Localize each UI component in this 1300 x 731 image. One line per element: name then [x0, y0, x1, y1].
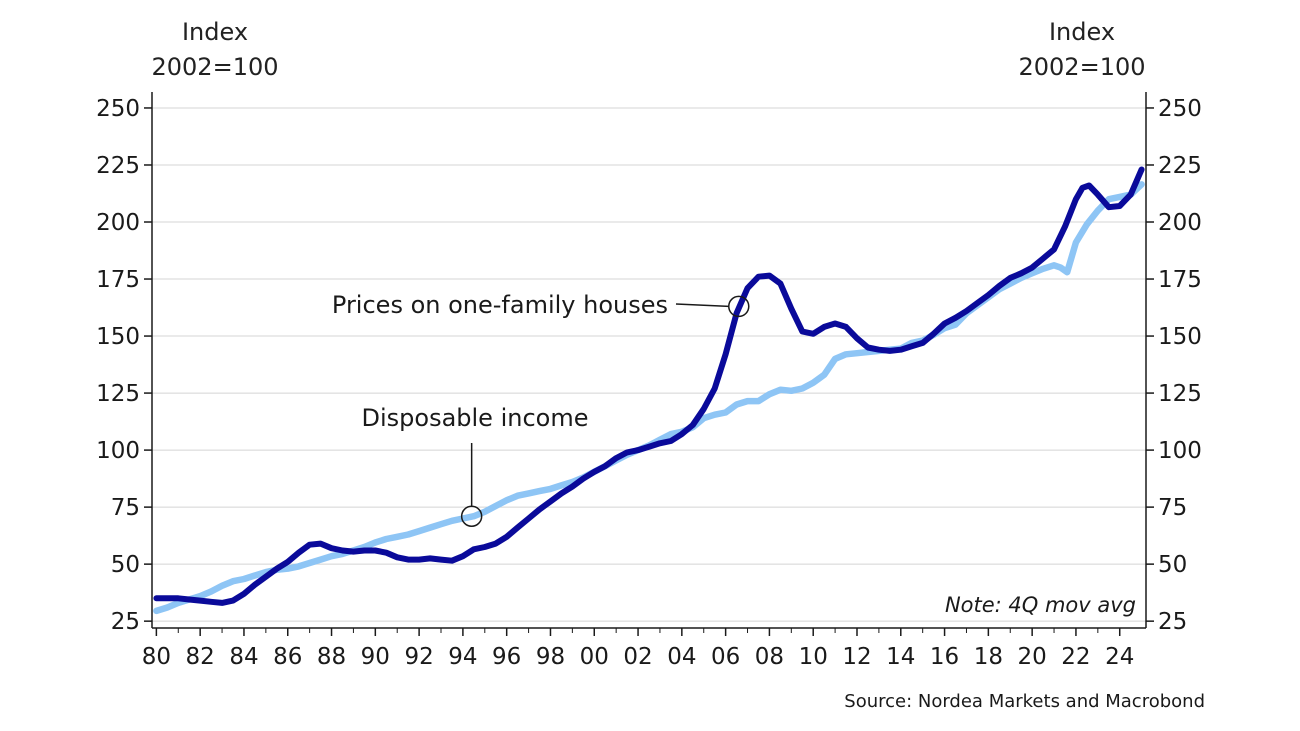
right-axis-label-line2: 2002=100 [1019, 53, 1146, 81]
y-tick-label-right: 200 [1158, 210, 1202, 236]
series-lines [153, 166, 1145, 615]
series-line-house-prices [153, 166, 1145, 606]
left-axis-label-line2: 2002=100 [152, 53, 279, 81]
x-tick-label: 12 [842, 644, 871, 670]
chart-source: Source: Nordea Markets and Macrobond [844, 691, 1205, 712]
chart-note: Note: 4Q mov avg [945, 593, 1136, 617]
y-tick-label-right: 150 [1158, 324, 1202, 350]
x-tick-label: 16 [930, 644, 959, 670]
y-tick-label-left: 175 [96, 267, 140, 293]
y-tick-label-left: 125 [96, 381, 140, 407]
x-tick-label: 92 [404, 644, 433, 670]
houses-annotation-leader [675, 303, 729, 308]
y-tick-label-left: 200 [96, 210, 140, 236]
income-annotation-label: Disposable income [362, 404, 589, 432]
y-tick-label-left: 150 [96, 324, 140, 350]
x-tick-label: 94 [448, 644, 477, 670]
y-tick-label-right: 225 [1158, 153, 1202, 179]
x-tick-label: 18 [974, 644, 1003, 670]
y-tick-label-left: 75 [111, 495, 140, 521]
houses-annotation-label: Prices on one-family houses [332, 291, 668, 319]
x-tick-label: 06 [711, 644, 740, 670]
y-tick-label-right: 125 [1158, 381, 1202, 407]
y-tick-label-left: 25 [111, 609, 140, 635]
x-tick-label: 82 [186, 644, 215, 670]
x-tick-label: 88 [317, 644, 346, 670]
x-tick-label: 84 [229, 644, 258, 670]
x-axis-ticks: 80 82 84 86 88 90 92 94 96 98 00 02 04 06 08 10 12 14 16 18… [142, 628, 1134, 670]
x-tick-label: 08 [755, 644, 784, 670]
x-tick-label: 22 [1061, 644, 1090, 670]
y-tick-label-right: 175 [1158, 267, 1202, 293]
y-tick-label-left: 50 [111, 552, 140, 578]
y-axis-ticks: 25 25 50 50 75 75 100 100 125 125 150 150 175 175 200 2… [96, 96, 1202, 635]
gridlines [152, 107, 1146, 622]
x-tick-label: 20 [1018, 644, 1047, 670]
x-tick-label: 90 [361, 644, 390, 670]
y-tick-label-right: 25 [1158, 609, 1187, 635]
x-tick-label: 86 [273, 644, 302, 670]
y-tick-label-left: 250 [96, 96, 140, 122]
left-axis-label-line1: Index [182, 18, 248, 46]
right-axis-label-line1: Index [1049, 18, 1115, 46]
x-tick-label: 96 [492, 644, 521, 670]
y-tick-label-right: 100 [1158, 438, 1202, 464]
x-tick-label: 24 [1105, 644, 1134, 670]
x-tick-label: 02 [623, 644, 652, 670]
y-tick-label-left: 100 [96, 438, 140, 464]
x-tick-label: 00 [580, 644, 609, 670]
y-tick-label-right: 50 [1158, 552, 1187, 578]
x-tick-label: 98 [536, 644, 565, 670]
y-tick-label-right: 75 [1158, 495, 1187, 521]
x-tick-label: 10 [799, 644, 828, 670]
y-tick-label-right: 250 [1158, 96, 1202, 122]
x-tick-label: 04 [667, 644, 696, 670]
y-tick-label-left: 225 [96, 153, 140, 179]
x-tick-label: 80 [142, 644, 171, 670]
x-tick-label: 14 [886, 644, 915, 670]
